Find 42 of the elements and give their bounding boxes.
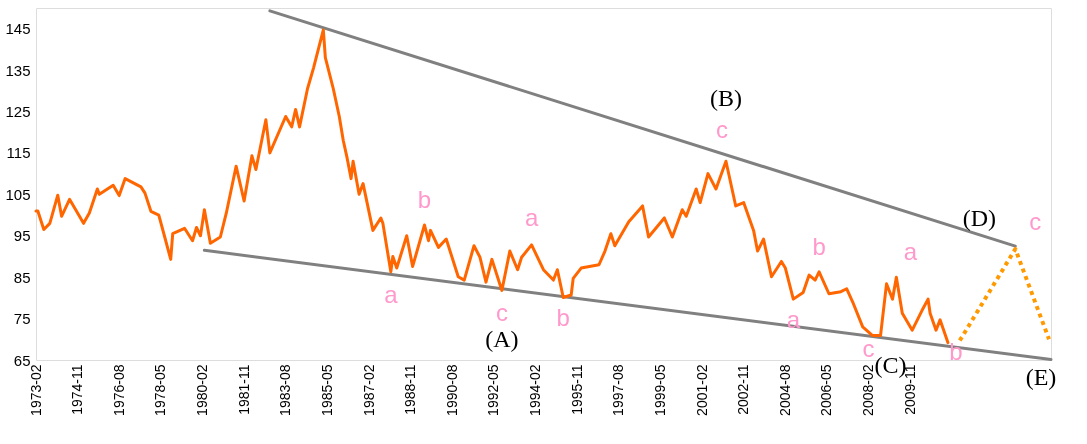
x-tick-label: 1976-08 bbox=[110, 364, 127, 416]
y-tick-label: 115 bbox=[6, 144, 31, 162]
annotation: a bbox=[903, 238, 918, 266]
annotation: c bbox=[1029, 208, 1042, 236]
annotation: a bbox=[524, 203, 539, 231]
y-tick-label: 75 bbox=[13, 310, 31, 328]
x-tick-label: 2006-05 bbox=[818, 364, 835, 416]
x-tick-label: 1999-05 bbox=[651, 364, 668, 416]
x-tick-label: 1980-02 bbox=[194, 364, 210, 416]
x-tick-label: 2004-08 bbox=[776, 364, 793, 416]
x-tick-label: 1992-05 bbox=[485, 364, 502, 416]
y-tick-label: 95 bbox=[13, 227, 31, 245]
annotation: (E) bbox=[1025, 363, 1057, 390]
y-tick-label: 125 bbox=[5, 103, 31, 121]
x-tick-label: 1987-02 bbox=[360, 364, 377, 416]
x-tick-label: 1990-08 bbox=[443, 364, 460, 416]
y-tick-label: 65 bbox=[13, 351, 31, 369]
x-tick-label: 1997-08 bbox=[610, 364, 627, 416]
x-tick-label: 2001-02 bbox=[693, 364, 710, 416]
annotation: a bbox=[384, 280, 399, 308]
x-tick-label: 1988-11 bbox=[402, 364, 419, 415]
y-tick-label: 85 bbox=[13, 268, 31, 286]
y-tick-label: 145 bbox=[5, 20, 31, 38]
annotation: c bbox=[715, 116, 728, 144]
x-tick-label: 1985-05 bbox=[318, 364, 335, 416]
annotation: b bbox=[556, 304, 570, 332]
x-tick-label: 1983-08 bbox=[277, 364, 294, 416]
x-tick-label: 2002-11 bbox=[735, 364, 752, 415]
annotation: b bbox=[417, 186, 432, 213]
x-tick-label: 1995-11 bbox=[568, 364, 585, 415]
annotation: c bbox=[495, 299, 508, 327]
annotation: c bbox=[862, 334, 875, 362]
annotation: (A) bbox=[485, 326, 519, 353]
annotation: b bbox=[812, 232, 826, 260]
annotation: (D) bbox=[962, 205, 996, 232]
x-tick-label: 1974-11 bbox=[69, 364, 86, 415]
y-tick-label: 105 bbox=[5, 185, 31, 203]
x-tick-label: 1978-05 bbox=[152, 364, 169, 416]
y-tick-label: 135 bbox=[5, 61, 31, 79]
annotation: (B) bbox=[709, 85, 742, 112]
x-tick-label: 1994-02 bbox=[527, 364, 544, 416]
x-tick-label: 1981-11 bbox=[235, 364, 252, 415]
